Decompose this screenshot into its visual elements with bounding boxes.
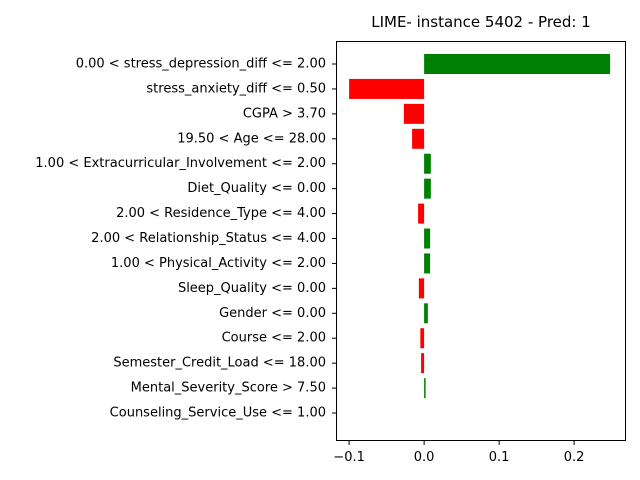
bar — [420, 328, 425, 349]
y-tick-label: 2.00 < Relationship_Status <= 4.00 — [91, 231, 326, 246]
y-tick-label: 0.00 < stress_depression_diff <= 2.00 — [76, 57, 326, 72]
chart-title: LIME- instance 5402 - Pred: 1 — [371, 13, 591, 31]
bar — [424, 178, 431, 199]
y-tick-label: Sleep_Quality <= 0.00 — [178, 281, 326, 296]
bar — [418, 278, 425, 299]
bar — [424, 378, 426, 399]
y-tick-label: stress_anxiety_diff <= 0.50 — [146, 81, 326, 96]
plot-frame — [336, 41, 626, 441]
y-tick-labels: 0.00 < stress_depression_diff <= 2.00 str… — [35, 57, 336, 421]
bar — [418, 203, 425, 224]
bar — [412, 128, 425, 149]
x-tick-label: 0.0 — [414, 450, 435, 465]
y-tick-label: 1.00 < Physical_Activity <= 2.00 — [111, 256, 326, 271]
y-tick-label: Semester_Credit_Load <= 18.00 — [113, 356, 326, 371]
y-tick-label: 19.50 < Age <= 28.00 — [177, 131, 326, 146]
bar — [349, 78, 425, 99]
x-tick-label: −0.1 — [333, 450, 365, 465]
bar — [424, 54, 611, 74]
y-tick-label: Mental_Severity_Score > 7.50 — [131, 381, 326, 396]
x-ticks: −0.1 0.0 0.1 0.2 — [333, 441, 584, 465]
bar — [424, 303, 428, 324]
y-tick-label: Counseling_Service_Use <= 1.00 — [110, 406, 326, 421]
y-tick-label: 1.00 < Extracurricular_Involvement <= 2.… — [35, 156, 326, 171]
y-tick-label: Diet_Quality <= 0.00 — [187, 181, 326, 196]
bar — [403, 103, 425, 124]
x-tick-label: 0.2 — [564, 450, 585, 465]
bar — [424, 153, 431, 174]
x-tick-label: 0.1 — [489, 450, 510, 465]
y-tick-label: Gender <= 0.00 — [219, 306, 326, 321]
y-tick-label: Course <= 2.00 — [222, 331, 326, 346]
y-tick-label: CGPA > 3.70 — [243, 106, 326, 121]
bars-group — [349, 54, 611, 399]
bar — [424, 253, 431, 274]
y-tick-label: 2.00 < Residence_Type <= 4.00 — [116, 206, 326, 221]
bar — [421, 353, 425, 374]
bar — [424, 228, 431, 249]
